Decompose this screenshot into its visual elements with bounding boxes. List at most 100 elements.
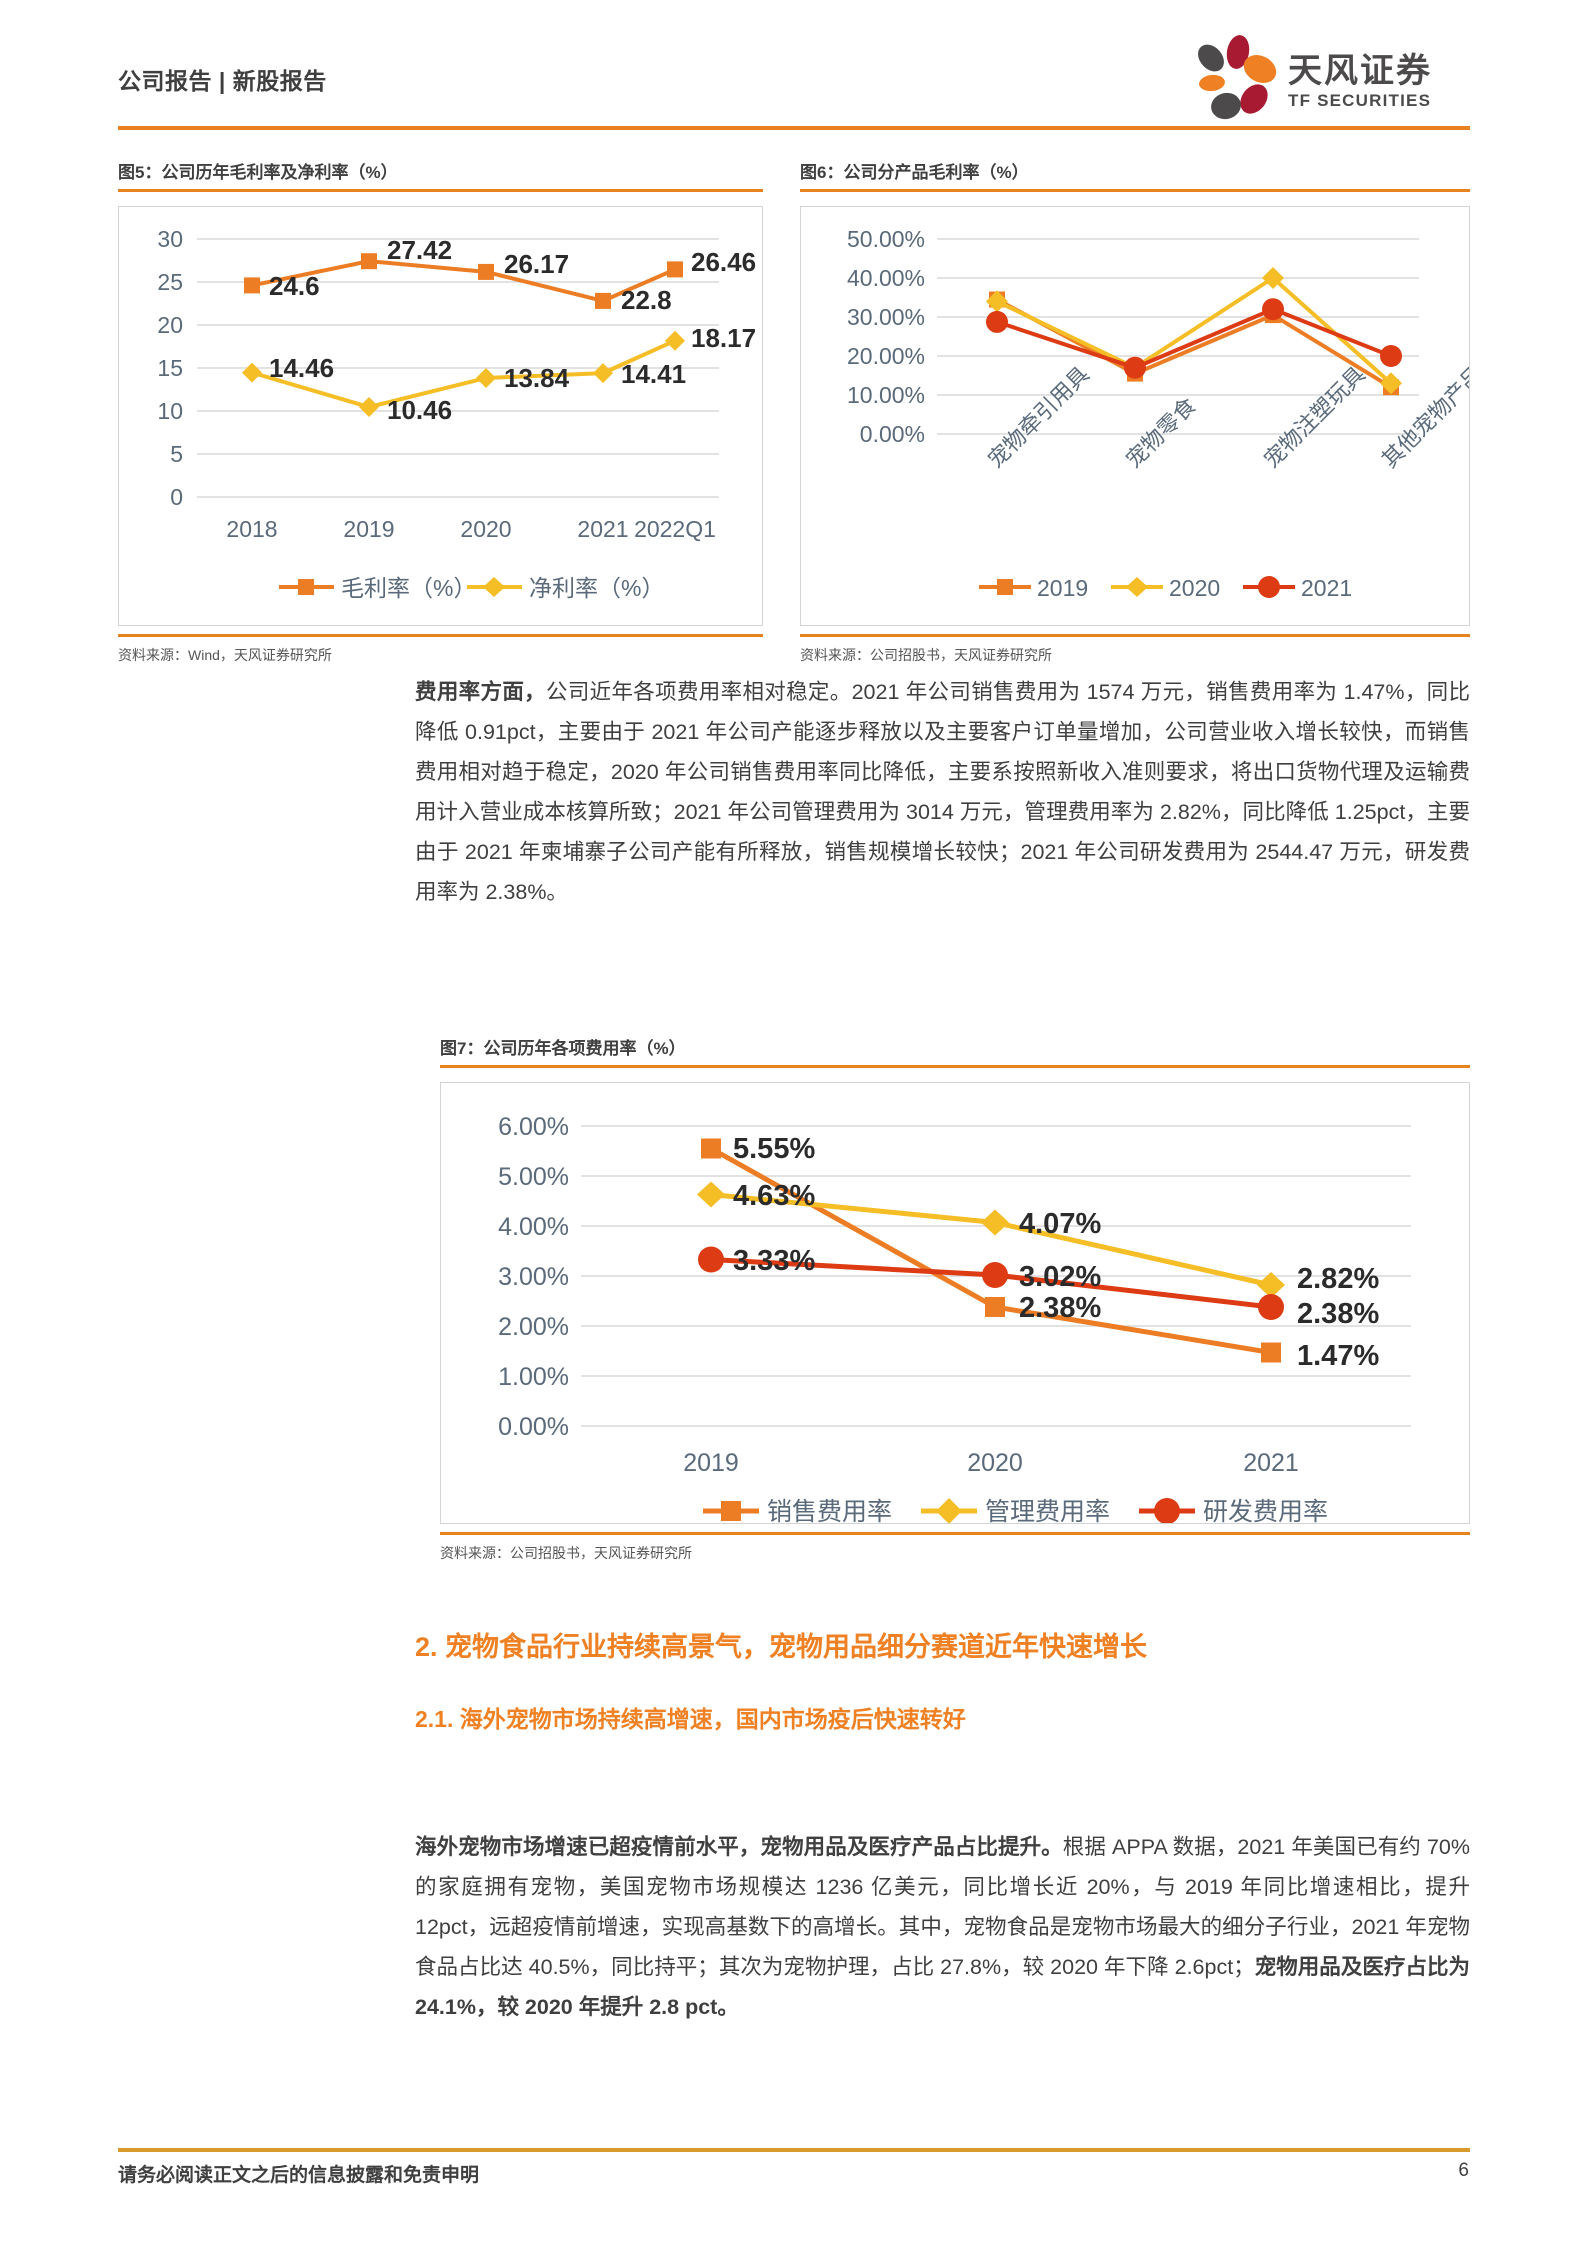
svg-text:2019: 2019: [1037, 575, 1088, 601]
figure-7: 图7：公司历年各项费用率（%） 6.00% 5.00% 4.00% 3.00%: [440, 1034, 1470, 1563]
svg-text:13.84: 13.84: [504, 363, 570, 393]
svg-text:30: 30: [157, 226, 183, 252]
page-header: 公司报告 | 新股报告 天风证券 TF SECURITIES: [118, 35, 1470, 130]
figure-6-source-divider: [800, 634, 1470, 637]
figure-5-chart: 30 25 20 15 10 5 0: [157, 226, 756, 601]
svg-text:宠物注塑玩具: 宠物注塑玩具: [1259, 362, 1370, 473]
y-axis-labels: 30 25 20 15 10 5 0: [157, 226, 183, 510]
svg-text:2021: 2021: [577, 516, 628, 542]
figure-7-plot-area: 6.00% 5.00% 4.00% 3.00% 2.00% 1.00% 0.00…: [440, 1082, 1470, 1524]
svg-text:2018: 2018: [226, 516, 277, 542]
svg-text:0.00%: 0.00%: [498, 1413, 569, 1441]
paragraph-overseas-market: 海外宠物市场增速已超疫情前水平，宠物用品及医疗产品占比提升。根据 APPA 数据…: [415, 1827, 1470, 2027]
gridlines: [197, 238, 719, 498]
svg-text:10: 10: [157, 398, 183, 424]
figure-5-title: 图5：公司历年毛利率及净利率（%）: [118, 163, 398, 182]
svg-text:40.00%: 40.00%: [847, 265, 925, 291]
figure-7-chart: 6.00% 5.00% 4.00% 3.00% 2.00% 1.00% 0.00…: [498, 1113, 1411, 1523]
x-axis-labels: 2018 2019 2020 2021 2022Q1: [226, 516, 716, 542]
svg-text:25: 25: [157, 269, 183, 295]
svg-text:14.41: 14.41: [621, 359, 686, 389]
svg-text:宠物零食: 宠物零食: [1121, 393, 1201, 473]
svg-text:20: 20: [157, 312, 183, 338]
svg-text:2.82%: 2.82%: [1297, 1263, 1379, 1295]
svg-text:26.46: 26.46: [691, 247, 756, 277]
figure-5-source: 资料来源：Wind，天风证券研究所: [118, 647, 332, 663]
tf-securities-logo-icon: 天风证券 TF SECURITIES: [1198, 35, 1431, 120]
svg-text:2020: 2020: [460, 516, 511, 542]
header-divider: [118, 126, 1470, 130]
svg-text:2019: 2019: [343, 516, 394, 542]
figure-6-chart: 50.00% 40.00% 30.00% 20.00% 10.00% 0.00%: [847, 226, 1469, 601]
gridlines: [937, 238, 1419, 435]
svg-text:2019: 2019: [683, 1449, 739, 1477]
figure-7-source-divider: [440, 1532, 1470, 1535]
svg-text:管理费用率: 管理费用率: [985, 1498, 1110, 1523]
svg-text:2.00%: 2.00%: [498, 1313, 569, 1341]
section-heading-2-1: 2.1. 海外宠物市场持续高增速，国内市场疫后快速转好: [415, 1706, 966, 1732]
svg-text:研发费用率: 研发费用率: [1203, 1498, 1328, 1523]
figure-6: 图6：公司分产品毛利率（%） 50.00% 40.00% 30.00% 20.0…: [800, 158, 1470, 665]
svg-text:10.46: 10.46: [387, 395, 452, 425]
figure-6-title: 图6：公司分产品毛利率（%）: [800, 163, 1029, 182]
svg-text:5.00%: 5.00%: [498, 1163, 569, 1191]
series-2021-markers: [986, 298, 1402, 379]
svg-text:10.00%: 10.00%: [847, 382, 925, 408]
paragraph-overseas-tail: 宠物用品及医疗占比为 24.1%，较 2020 年提升 2.8 pct。: [415, 1955, 1470, 2019]
svg-text:3.02%: 3.02%: [1019, 1261, 1101, 1293]
paragraph-overseas-body: 根据 APPA 数据，2021 年美国已有约 70%的家庭拥有宠物，美国宠物市场…: [415, 1835, 1470, 1979]
svg-text:6.00%: 6.00%: [498, 1113, 569, 1141]
figure-5: 图5：公司历年毛利率及净利率（%） 30 25 20: [118, 158, 763, 665]
svg-text:0: 0: [170, 484, 183, 510]
paragraph-overseas-lead: 海外宠物市场增速已超疫情前水平，宠物用品及医疗产品占比提升。: [415, 1835, 1063, 1859]
logo-en-text: TF SECURITIES: [1288, 91, 1431, 110]
figure-7-source: 资料来源：公司招股书，天风证券研究所: [440, 1545, 692, 1561]
svg-text:净利率（%）: 净利率（%）: [529, 575, 664, 601]
data-labels: 24.6 27.42 26.17 22.8 26.46 14.46 10.46 …: [269, 235, 756, 425]
figure-5-source-divider: [118, 634, 763, 637]
header-title: 公司报告 | 新股报告: [118, 68, 327, 94]
figure-7-title: 图7：公司历年各项费用率（%）: [440, 1039, 686, 1058]
svg-text:30.00%: 30.00%: [847, 304, 925, 330]
svg-text:27.42: 27.42: [387, 235, 452, 265]
footer-page-number: 6: [1458, 2160, 1469, 2181]
series-2021-line: [996, 307, 1392, 370]
y-axis-labels: 6.00% 5.00% 4.00% 3.00% 2.00% 1.00% 0.00…: [498, 1113, 569, 1441]
figure-6-title-divider: [800, 189, 1470, 192]
svg-text:24.6: 24.6: [269, 271, 320, 301]
data-labels: 5.55% 2.38% 1.47% 4.63% 4.07% 2.82% 3.33…: [733, 1133, 1379, 1372]
svg-text:2.38%: 2.38%: [1297, 1298, 1379, 1330]
series-admin-expense-markers: [697, 1181, 1285, 1298]
svg-text:18.17: 18.17: [691, 323, 756, 353]
paragraph-expense-ratio-lead: 费用率方面，: [415, 680, 546, 704]
svg-text:宠物牵引用具: 宠物牵引用具: [983, 362, 1094, 473]
svg-text:4.00%: 4.00%: [498, 1213, 569, 1241]
figure-5-legend: 毛利率（%） 净利率（%）: [279, 575, 664, 601]
svg-text:14.46: 14.46: [269, 353, 334, 383]
series-gross-margin-markers: [244, 253, 683, 309]
figure-5-title-divider: [118, 189, 763, 192]
figure-7-title-divider: [440, 1065, 1470, 1068]
svg-text:1.47%: 1.47%: [1297, 1340, 1379, 1372]
svg-text:0.00%: 0.00%: [860, 421, 925, 447]
svg-text:销售费用率: 销售费用率: [767, 1498, 892, 1523]
footer-divider: [118, 2148, 1470, 2152]
svg-text:22.8: 22.8: [621, 285, 672, 315]
svg-text:5: 5: [170, 441, 183, 467]
x-axis-labels: 2019 2020 2021: [683, 1449, 1299, 1477]
y-axis-labels: 50.00% 40.00% 30.00% 20.00% 10.00% 0.00%: [847, 226, 925, 447]
paragraph-expense-ratio-body: 公司近年各项费用率相对稳定。2021 年公司销售费用为 1574 万元，销售费用…: [415, 680, 1470, 904]
svg-text:2021: 2021: [1243, 1449, 1299, 1477]
svg-text:5.55%: 5.55%: [733, 1133, 815, 1165]
svg-text:1.00%: 1.00%: [498, 1363, 569, 1391]
figure-6-plot-area: 50.00% 40.00% 30.00% 20.00% 10.00% 0.00%: [800, 206, 1470, 626]
svg-text:2022Q1: 2022Q1: [634, 516, 716, 542]
svg-text:3.00%: 3.00%: [498, 1263, 569, 1291]
svg-text:4.07%: 4.07%: [1019, 1208, 1101, 1240]
figure-7-legend: 销售费用率 管理费用率 研发费用率: [703, 1498, 1328, 1523]
svg-text:2021: 2021: [1301, 575, 1352, 601]
company-logo: 天风证券 TF SECURITIES: [1170, 30, 1470, 126]
svg-text:4.63%: 4.63%: [733, 1180, 815, 1212]
svg-text:50.00%: 50.00%: [847, 226, 925, 252]
